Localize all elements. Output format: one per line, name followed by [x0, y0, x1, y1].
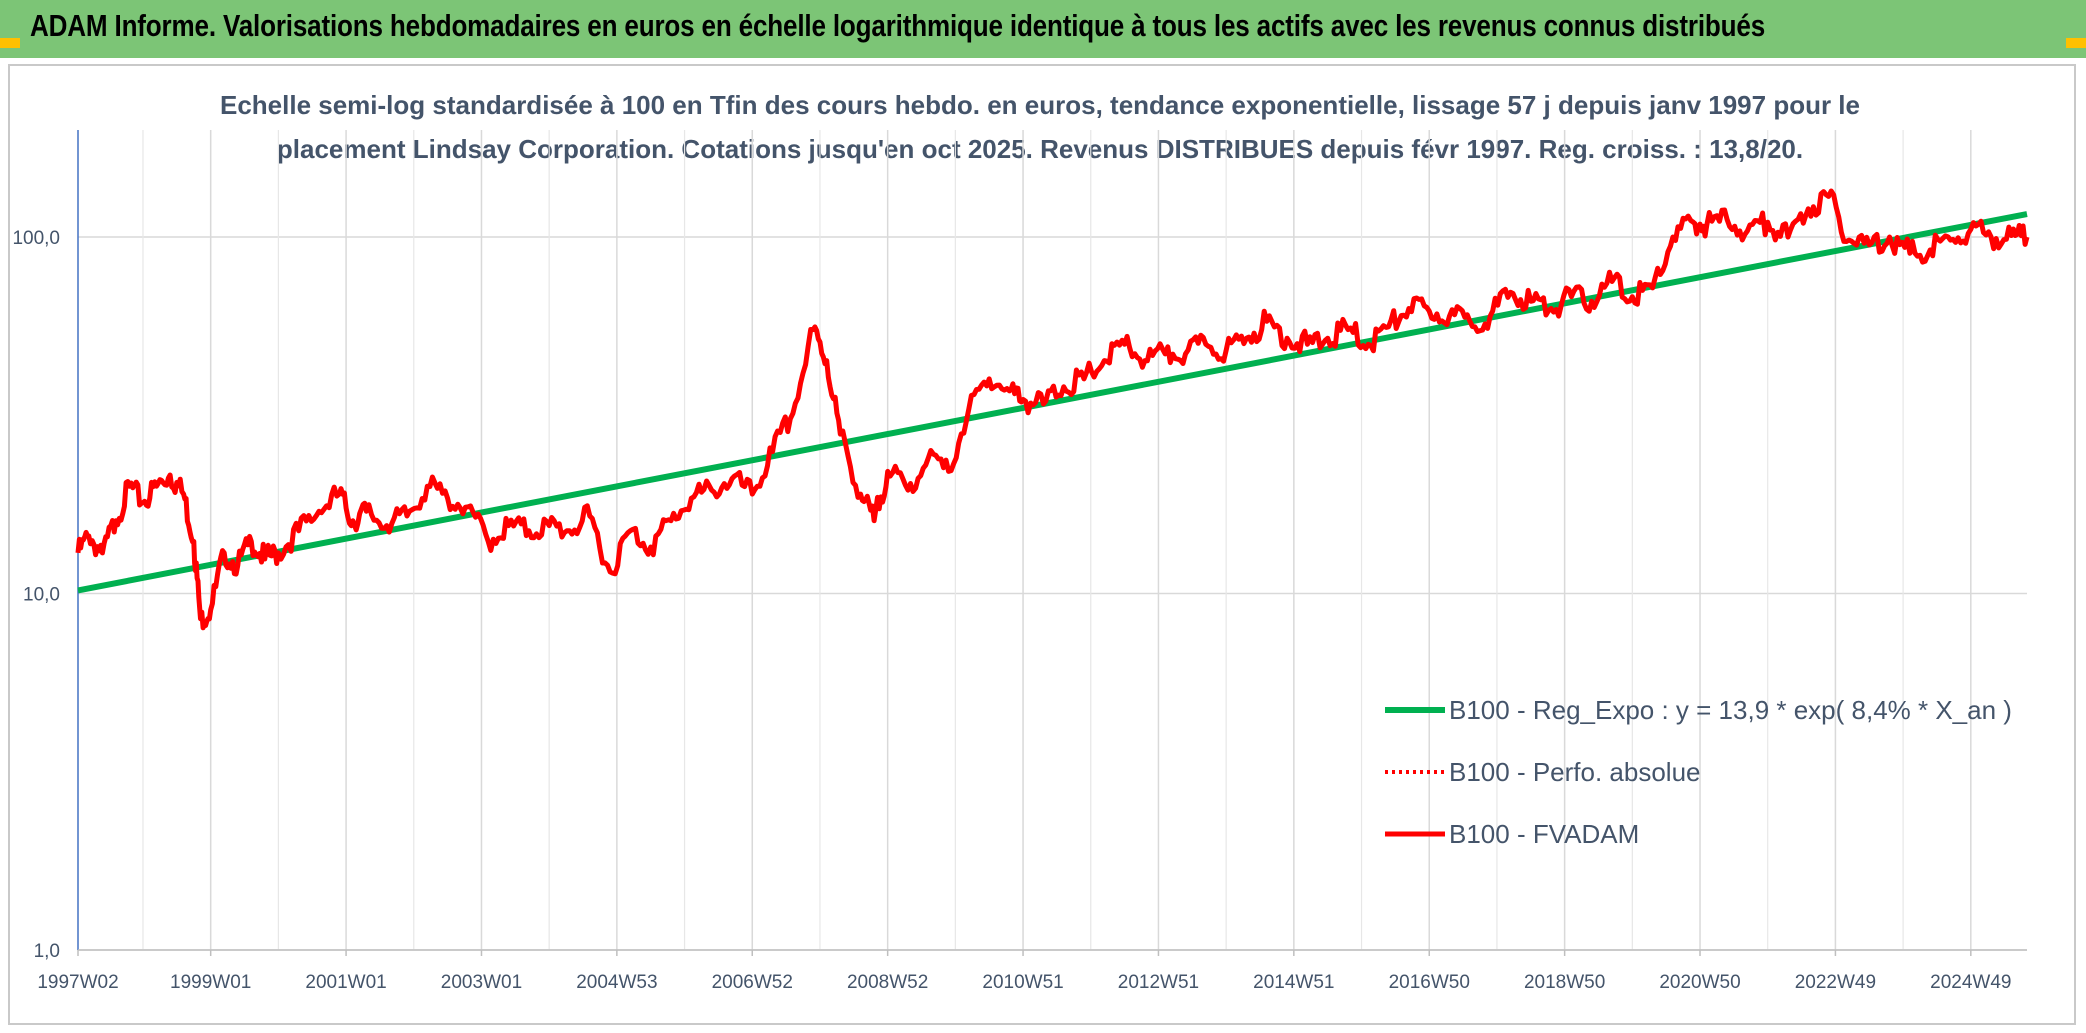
axes: 1,0 10,0 100,0 1997W02 1999W01 2001W01 2003W01… [12, 130, 2027, 993]
x-tick-label: 2004W53 [576, 972, 657, 993]
x-tick-label: 2008W52 [847, 972, 928, 993]
x-tick-label: 1997W02 [37, 972, 118, 993]
header-bar [0, 0, 2086, 58]
legend-label-3: B100 - FVADAM [1449, 819, 1639, 849]
grid [78, 130, 2027, 951]
x-tick-label: 2014W51 [1253, 972, 1334, 993]
series-layer [75, 188, 2030, 631]
x-tick-label: 1999W01 [170, 972, 251, 993]
x-tick-label: 2010W51 [982, 972, 1063, 993]
legend: B100 - Reg_Expo : y = 13,9 * exp( 8,4% *… [1385, 695, 2012, 849]
x-tick-label: 2016W50 [1389, 972, 1470, 993]
series-line-1 [77, 211, 2028, 594]
chart-subtitle-line-1: Echelle semi-log standardisée à 100 en T… [220, 90, 1860, 120]
page-title: ADAM Informe. Valorisations hebdomadaire… [30, 8, 1766, 43]
corner-accent-left [0, 38, 20, 48]
y-tick-label: 10,0 [23, 585, 60, 606]
corner-accent-right [2066, 38, 2086, 48]
legend-label-1: B100 - Reg_Expo : y = 13,9 * exp( 8,4% *… [1449, 695, 2012, 725]
y-tick-label: 100,0 [12, 228, 60, 249]
x-tick-label: 2006W52 [712, 972, 793, 993]
x-tick-label: 2020W50 [1659, 972, 1740, 993]
x-tick-label: 2003W01 [441, 972, 522, 993]
chart-frame [8, 64, 2076, 1025]
chart-subtitle-line-2: placement Lindsay Corporation. Cotations… [277, 134, 1803, 164]
x-tick-label: 2022W49 [1795, 972, 1876, 993]
x-tick-label: 2024W49 [1930, 972, 2011, 993]
y-tick-label: 1,0 [34, 941, 60, 962]
legend-label-2: B100 - Perfo. absolue [1449, 757, 1701, 787]
x-tick-label: 2001W01 [305, 972, 386, 993]
x-tick-label: 2012W51 [1118, 972, 1199, 993]
x-tick-label: 2018W50 [1524, 972, 1605, 993]
series-line-3 [75, 188, 2030, 631]
